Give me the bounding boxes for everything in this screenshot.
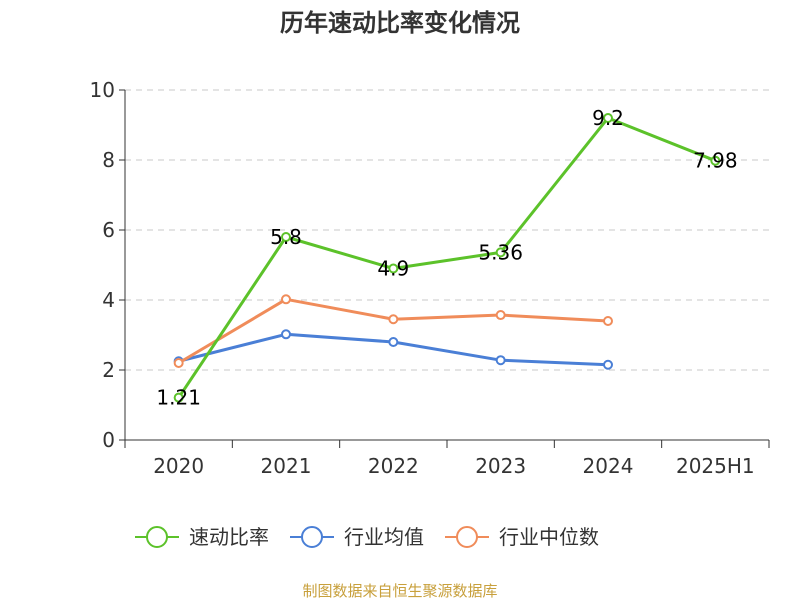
x-tick-label-2021: 2021 bbox=[261, 454, 312, 478]
data-point-行业中位数-2024[interactable] bbox=[603, 316, 613, 326]
data-point-行业中位数-2023[interactable] bbox=[495, 310, 506, 321]
data-label-2020: 1.21 bbox=[156, 386, 201, 410]
y-tick-label-10: 10 bbox=[90, 78, 115, 102]
legend-marker-icon bbox=[301, 526, 323, 548]
data-point-速动比率-2022[interactable] bbox=[388, 263, 399, 274]
data-point-速动比率-2021[interactable] bbox=[281, 232, 291, 242]
data-point-速动比率-2024[interactable] bbox=[603, 113, 613, 123]
series-layer bbox=[173, 113, 721, 403]
data-point-速动比率-2023[interactable] bbox=[495, 247, 506, 258]
axes: 0 2 4 6 8 10 2020 2021 2022 2023 2024 2025H1 bbox=[90, 78, 770, 478]
legend-marker-icon bbox=[146, 526, 168, 548]
data-label-2021: 5.8 bbox=[270, 225, 302, 249]
data-point-速动比率-2025H1[interactable] bbox=[710, 155, 721, 166]
x-tick-label-2022: 2022 bbox=[368, 454, 419, 478]
data-point-行业中位数-2020[interactable] bbox=[173, 358, 184, 368]
data-point-行业均值-2023[interactable] bbox=[495, 355, 506, 366]
data-label-2025H1: 7.98 bbox=[693, 149, 738, 173]
legend-label: 行业均值 bbox=[344, 525, 424, 549]
x-tick-label-2025H1: 2025H1 bbox=[676, 454, 755, 478]
data-labels: 1.21 5.8 4.9 5.36 9.2 7.98 bbox=[156, 106, 737, 410]
series-line-速动比率 bbox=[177, 116, 716, 399]
data-label-2024: 9.2 bbox=[592, 106, 624, 130]
grid-lines bbox=[125, 89, 769, 371]
y-tick-label-8: 8 bbox=[102, 148, 115, 172]
data-point-行业均值-2024[interactable] bbox=[603, 359, 613, 370]
data-point-速动比率-2020[interactable] bbox=[173, 392, 184, 403]
y-tick-label-2: 2 bbox=[102, 358, 115, 382]
x-tick-label-2023: 2023 bbox=[475, 454, 526, 478]
legend-label: 行业中位数 bbox=[499, 525, 599, 549]
legend-label: 速动比率 bbox=[189, 525, 269, 549]
x-tick-label-2024: 2024 bbox=[583, 454, 634, 478]
x-tick-label-2020: 2020 bbox=[153, 454, 204, 478]
legend: 速动比率 行业均值 行业中位数 bbox=[135, 525, 599, 549]
data-point-行业均值-2022[interactable] bbox=[388, 337, 399, 347]
source-note: 制图数据来自恒生聚源数据库 bbox=[302, 582, 497, 600]
legend-item-速动比率[interactable]: 速动比率 bbox=[135, 525, 269, 549]
chart-title: 历年速动比率变化情况 bbox=[280, 9, 520, 37]
y-tick-label-6: 6 bbox=[102, 218, 115, 242]
data-point-行业中位数-2022[interactable] bbox=[388, 314, 399, 325]
legend-item-行业均值[interactable]: 行业均值 bbox=[290, 525, 424, 549]
legend-item-行业中位数[interactable]: 行业中位数 bbox=[445, 525, 599, 549]
data-label-2023: 5.36 bbox=[478, 240, 523, 264]
data-point-行业均值-2021[interactable] bbox=[281, 329, 291, 340]
data-label-2022: 4.9 bbox=[377, 257, 409, 281]
data-point-行业中位数-2021[interactable] bbox=[281, 294, 291, 305]
y-tick-label-4: 4 bbox=[102, 288, 115, 312]
series-line-行业中位数 bbox=[177, 297, 609, 365]
legend-marker-icon bbox=[456, 526, 478, 548]
y-tick-label-0: 0 bbox=[102, 428, 115, 452]
